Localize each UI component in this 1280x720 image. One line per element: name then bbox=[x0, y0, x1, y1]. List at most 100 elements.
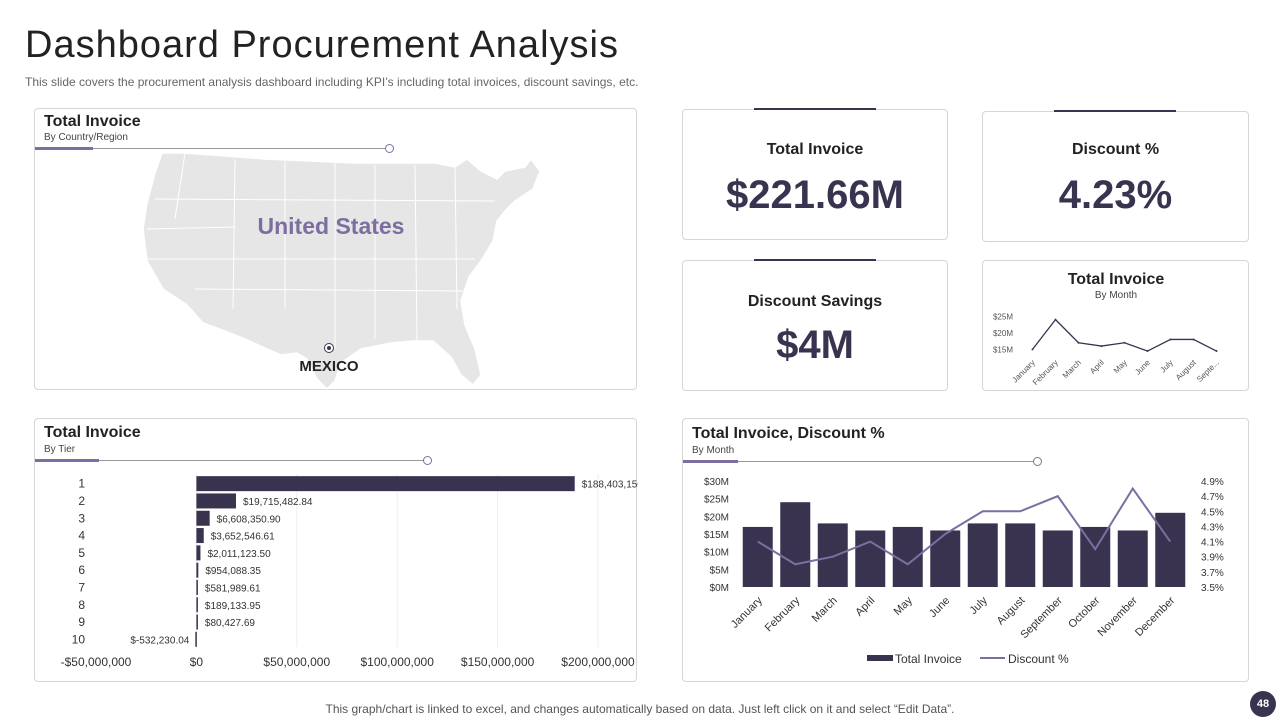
tier-bar bbox=[196, 476, 575, 492]
page-title: Dashboard Procurement Analysis bbox=[25, 24, 619, 66]
combo-bar bbox=[930, 530, 961, 587]
kpi-discount-savings-label: Discount Savings bbox=[747, 293, 883, 310]
tier-value-label: $6,608,350.90 bbox=[217, 514, 281, 525]
combo-xtick: March bbox=[810, 595, 840, 625]
combo-bar bbox=[1117, 530, 1148, 587]
combo-xtick: July bbox=[968, 594, 991, 617]
tier-category-label: 3 bbox=[78, 511, 85, 525]
slider-knob-icon[interactable] bbox=[423, 456, 432, 465]
kpi-discount-pct-label: Discount % bbox=[1071, 141, 1160, 158]
combo-chart[interactable]: $0M $5M $10M $15M $20M $25M $30M 3.5% 3.7% 3.9% 4.… bbox=[683, 419, 1250, 683]
map-slider[interactable] bbox=[35, 144, 394, 153]
tier-xtick: $50,000,000 bbox=[263, 655, 330, 669]
combo-slider[interactable] bbox=[683, 457, 1042, 466]
tier-category-label: 5 bbox=[78, 546, 85, 560]
tier-chart-panel[interactable]: Total Invoice By Tier -$50,000,000 $0 $50,… bbox=[34, 418, 638, 683]
tier-bar bbox=[196, 528, 204, 544]
combo-right-tick: 4.1% bbox=[1201, 538, 1224, 549]
combo-bar bbox=[1005, 523, 1036, 587]
combo-xtick: August bbox=[995, 595, 1028, 628]
combo-chart-subtitle: By Month bbox=[692, 445, 735, 456]
kpi-discount-savings[interactable]: Discount Savings $4M bbox=[682, 259, 948, 391]
combo-left-tick: $30M bbox=[704, 477, 729, 488]
tier-value-label: $80,427.69 bbox=[205, 618, 255, 629]
tier-value-label: $2,011,123.50 bbox=[207, 549, 271, 560]
map-panel-title: Total Invoice bbox=[44, 113, 141, 130]
combo-bar bbox=[1080, 526, 1111, 587]
tier-category-label: 4 bbox=[78, 529, 85, 543]
small-chart-point bbox=[1123, 341, 1126, 344]
small-chart-subtitle: By Month bbox=[1095, 290, 1137, 301]
kpi-discount-pct-value: 4.23% bbox=[1058, 173, 1173, 217]
small-chart-xtick: April bbox=[1088, 358, 1106, 376]
tier-category-label: 10 bbox=[72, 632, 86, 646]
combo-xtick: May bbox=[892, 594, 916, 618]
map-panel-subtitle: By Country/Region bbox=[44, 132, 128, 143]
tier-value-label: $188,403,150.61 bbox=[582, 480, 638, 491]
tier-bar-chart[interactable]: -$50,000,000 $0 $50,000,000 $100,000,000 $15… bbox=[35, 419, 638, 683]
legend-discount-label: Discount % bbox=[1008, 652, 1069, 666]
tier-slider[interactable] bbox=[35, 456, 432, 465]
combo-xtick: January bbox=[729, 594, 766, 631]
tier-bar bbox=[195, 631, 197, 647]
small-chart-point bbox=[1031, 348, 1034, 351]
tier-category-label: 6 bbox=[78, 563, 85, 577]
tier-xtick: -$50,000,000 bbox=[61, 655, 132, 669]
tier-value-label: $954,088.35 bbox=[205, 566, 261, 577]
tier-value-label: $-532,230.04 bbox=[130, 635, 189, 646]
combo-xtick: October bbox=[1066, 594, 1102, 630]
country-label: United States bbox=[258, 213, 405, 239]
kpi-discount-pct[interactable]: Discount % 4.23% bbox=[982, 110, 1249, 242]
footer-note: This graph/chart is linked to excel, and… bbox=[325, 702, 955, 716]
tier-xtick: $0 bbox=[190, 655, 204, 669]
combo-right-tick: 4.5% bbox=[1201, 507, 1224, 518]
small-chart-point bbox=[1169, 338, 1172, 341]
small-chart-line bbox=[1031, 318, 1217, 352]
small-chart-point bbox=[1100, 345, 1103, 348]
map-panel[interactable]: Total Invoice By Country/Region United S… bbox=[34, 108, 638, 391]
combo-right-tick: 4.3% bbox=[1201, 522, 1224, 533]
combo-bar bbox=[742, 526, 773, 587]
small-chart-xtick: June bbox=[1133, 358, 1152, 377]
combo-left-tick: $0M bbox=[710, 583, 729, 594]
small-chart-xtick: Septe... bbox=[1195, 358, 1221, 384]
kpi-total-invoice-label: Total Invoice bbox=[766, 141, 864, 158]
combo-left-tick: $5M bbox=[710, 565, 729, 576]
combo-right-tick: 4.7% bbox=[1201, 492, 1224, 503]
tier-chart-title: Total Invoice bbox=[44, 424, 141, 441]
kpi-total-invoice[interactable]: Total Invoice $221.66M bbox=[682, 108, 948, 240]
tier-category-label: 1 bbox=[78, 477, 85, 491]
small-line-chart-panel[interactable]: Total Invoice By Month $25M $20M $15M January… bbox=[982, 260, 1249, 391]
page-number: 48 bbox=[1250, 691, 1276, 717]
combo-discount-line bbox=[757, 486, 1172, 566]
combo-left-tick: $25M bbox=[704, 495, 729, 506]
legend-total-invoice-swatch bbox=[867, 655, 893, 661]
combo-left-tick: $10M bbox=[704, 548, 729, 559]
tier-chart-subtitle: By Tier bbox=[44, 444, 76, 455]
tier-value-label: $189,133.95 bbox=[205, 601, 261, 612]
small-chart-ytick: $25M bbox=[993, 312, 1013, 321]
combo-xtick: June bbox=[927, 595, 952, 620]
combo-right-tick: 3.5% bbox=[1201, 583, 1224, 594]
combo-right-tick: 3.9% bbox=[1201, 553, 1224, 564]
combo-chart-title: Total Invoice, Discount % bbox=[692, 425, 885, 442]
slider-knob-icon[interactable] bbox=[385, 144, 394, 153]
small-chart-point bbox=[1192, 338, 1195, 341]
combo-bar bbox=[1042, 530, 1073, 587]
us-map-shape bbox=[142, 152, 541, 391]
combo-right-tick: 4.9% bbox=[1201, 477, 1224, 488]
tier-xtick: $200,000,000 bbox=[561, 655, 635, 669]
small-chart-xtick: May bbox=[1112, 358, 1129, 375]
tier-value-label: $581,989.61 bbox=[205, 583, 261, 594]
combo-xtick: December bbox=[1133, 594, 1178, 639]
combo-left-tick: $15M bbox=[704, 530, 729, 541]
small-chart-point bbox=[1077, 341, 1080, 344]
slider-knob-icon[interactable] bbox=[1033, 457, 1042, 466]
kpi-total-invoice-value: $221.66M bbox=[726, 173, 904, 217]
tier-category-label: 9 bbox=[78, 615, 85, 629]
combo-chart-panel[interactable]: Total Invoice, Discount % By Month $0M $5… bbox=[682, 418, 1249, 682]
us-map[interactable]: United States MEXICO bbox=[35, 109, 638, 391]
combo-right-tick: 3.7% bbox=[1201, 568, 1224, 579]
combo-bar bbox=[817, 523, 848, 587]
